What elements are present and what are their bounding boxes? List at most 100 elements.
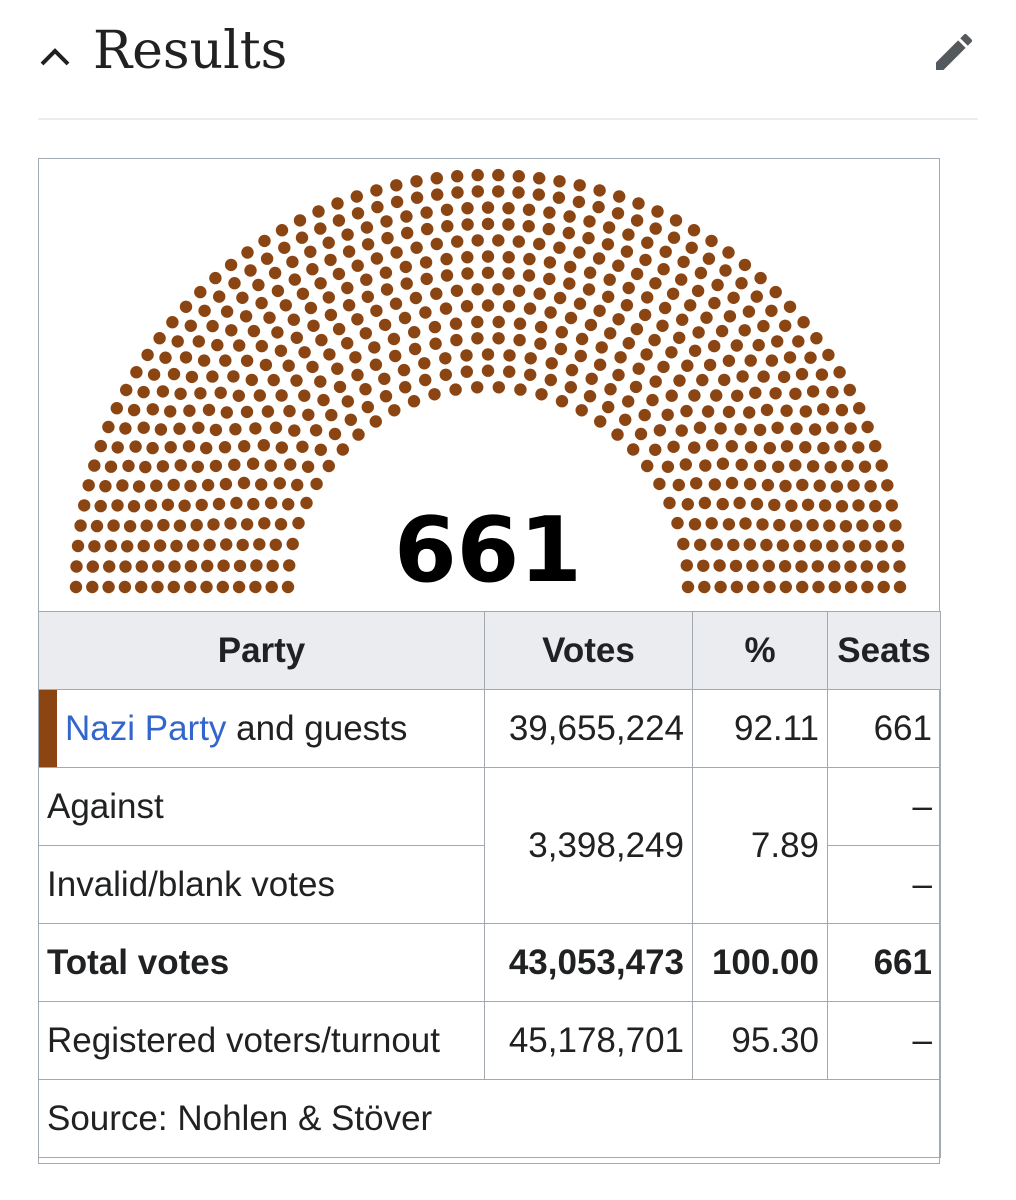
seat-dot (174, 387, 187, 400)
seat-dot (777, 370, 791, 384)
chevron-up-icon[interactable] (38, 40, 72, 74)
seat-dot (369, 358, 383, 371)
seat-dot (799, 405, 812, 418)
seat-dot (543, 272, 556, 286)
seat-dot (563, 277, 576, 290)
seat-dot (351, 259, 364, 272)
seat-dot (730, 339, 743, 352)
seat-dot (687, 224, 701, 237)
seat-dot (779, 479, 792, 493)
seat-dot (806, 460, 820, 473)
seat-dot (152, 560, 165, 573)
seat-dot (209, 459, 223, 473)
seat-dot (249, 422, 262, 435)
seat-dot (684, 299, 697, 312)
seat-dot (279, 299, 292, 312)
seat-dot (278, 241, 291, 254)
seat-dot (379, 266, 393, 279)
seat-dot (522, 220, 535, 233)
seat-dot (380, 283, 394, 296)
seat-dot (727, 291, 740, 304)
seat-dot (545, 357, 558, 370)
seat-dot (430, 287, 443, 300)
seat-dot (813, 479, 826, 492)
seat-dot (889, 519, 902, 532)
seat-dot (274, 344, 288, 357)
seat-dot (293, 214, 307, 227)
seat-dot (227, 370, 240, 383)
seat-dot (440, 203, 454, 216)
seat-dot (669, 214, 683, 227)
seat-dot (190, 518, 203, 532)
seat-dot (688, 441, 701, 454)
registered-label: Registered voters/turnout (38, 1001, 485, 1080)
seat-dot (202, 403, 216, 417)
seat-dot (795, 560, 808, 573)
seat-dot (88, 459, 101, 472)
seat-dot (817, 403, 830, 416)
seat-dot (734, 423, 747, 436)
seat-dot (194, 285, 207, 299)
seat-dot (861, 580, 874, 594)
party-color-swatch (39, 690, 57, 767)
seat-dot (828, 560, 841, 573)
seat-dot (207, 518, 220, 531)
seat-dot (195, 498, 208, 512)
seat-dot (612, 368, 625, 382)
seat-dot (796, 478, 809, 492)
seat-dot (592, 200, 605, 214)
seat-dot (150, 479, 163, 492)
seat-dot (744, 441, 758, 454)
seat-dot (844, 560, 857, 573)
seat-dot (594, 415, 607, 428)
seat-dot (267, 373, 280, 387)
seat-dot (659, 245, 672, 258)
seat-dot (772, 460, 785, 473)
seat-dot (744, 354, 757, 367)
seat-dot (332, 214, 346, 227)
seat-dot (332, 267, 346, 281)
seat-dot (492, 381, 505, 394)
seat-dot (387, 332, 401, 346)
seat-dot (627, 443, 640, 456)
seat-dot (82, 479, 95, 492)
seat-dot (583, 390, 597, 403)
nazi-party-link[interactable]: Nazi Party (65, 708, 227, 748)
seat-dot (830, 480, 844, 493)
total-votes: 43,053,473 (484, 923, 693, 1002)
pencil-icon[interactable] (930, 28, 978, 76)
seat-dot (593, 184, 606, 197)
seat-dot (806, 385, 820, 398)
seat-dot (186, 539, 200, 552)
seat-dot (219, 477, 233, 491)
seat-dot (622, 228, 635, 241)
seat-dot (439, 302, 453, 315)
seat-dot (555, 395, 569, 408)
seat-dot (419, 373, 432, 387)
against-label: Against (38, 767, 485, 846)
seat-dot (681, 580, 695, 594)
seat-dot (304, 301, 318, 315)
seat-dot (229, 423, 242, 436)
seat-dot (291, 478, 304, 492)
seat-dot (698, 580, 711, 594)
seat-dot (738, 258, 752, 272)
seat-dot (264, 496, 278, 510)
seat-dot (602, 221, 616, 234)
seat-dot (240, 354, 254, 367)
seat-dot (613, 190, 626, 203)
seat-dot (804, 351, 817, 364)
seat-dot (342, 245, 356, 258)
seat-dot (826, 539, 839, 553)
seat-dot (213, 290, 226, 303)
seat-dot (179, 300, 193, 313)
seat-dot (449, 383, 462, 396)
seat-dot (295, 231, 309, 244)
seat-dot (388, 404, 401, 417)
seat-dot (290, 374, 303, 387)
seat-dot (708, 339, 721, 353)
seat-dot (245, 373, 258, 387)
seat-dot (167, 580, 180, 594)
section-header: Results (38, 18, 978, 88)
seat-dot (369, 415, 382, 428)
